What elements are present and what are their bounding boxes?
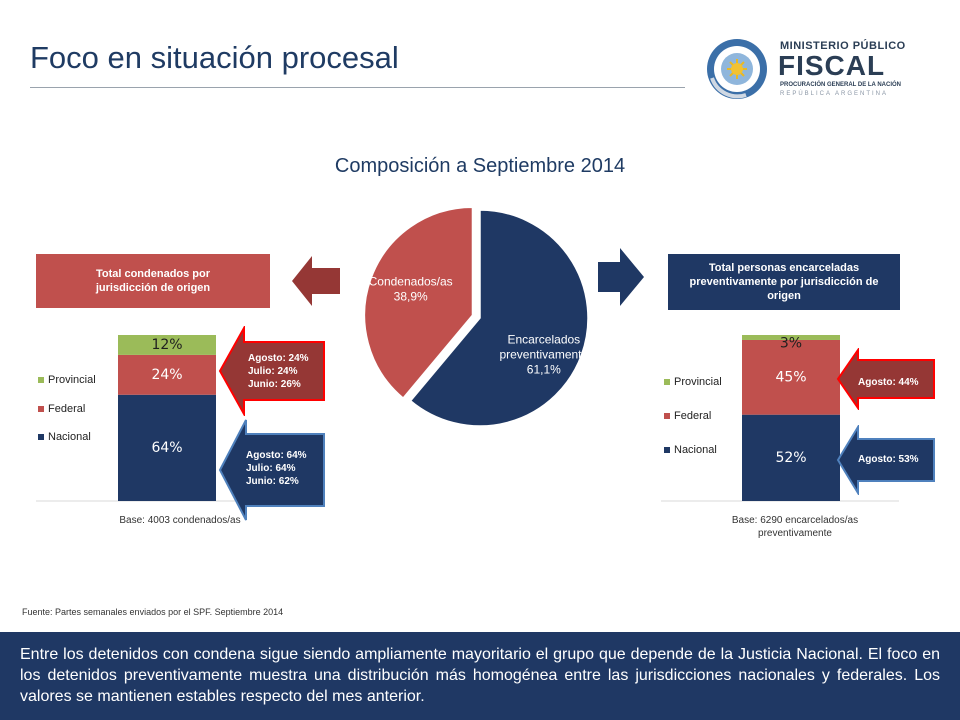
legend-item-provincial: Provincial (38, 374, 96, 386)
encarcelados-header-box: Total personas encarceladas preventivame… (668, 254, 900, 310)
source-note: Fuente: Partes semanales enviados por el… (22, 607, 284, 617)
page-title: Foco en situación procesal (30, 40, 399, 75)
pie-label-encarcelados: preventivamente (499, 347, 588, 361)
nacional-callout-arrow (218, 419, 325, 521)
bar-label-federal: 45% (775, 369, 806, 385)
bar-label-nacional: 52% (775, 450, 806, 466)
legend-item-federal: Federal (664, 410, 711, 422)
encarcelados-bar-chart: 52% 45% 3% (661, 335, 899, 502)
bar-label-provincial: 12% (151, 337, 182, 353)
condenados-bar-chart: 64% 24% 12% (36, 335, 274, 502)
nacional-callout-text: Agosto: 53% (858, 454, 919, 465)
left-arrow-icon (292, 256, 340, 306)
fiscal-logo: MINISTERIO PÚBLICO FISCAL PROCURACIÓN GE… (706, 38, 936, 102)
bar-segment-federal (118, 354, 216, 395)
bar-segment-provincial (742, 335, 840, 340)
nacional-callout-arrow (836, 425, 935, 495)
bar-segment-nacional (118, 394, 216, 501)
bar-label-nacional: 64% (151, 440, 182, 456)
footer-summary: Entre los detenidos con condena sigue si… (20, 646, 940, 705)
logo-text-procuracion: PROCURACIÓN GENERAL DE LA NACIÓN (780, 82, 902, 88)
sun-emblem-icon (707, 39, 767, 99)
bar-segment-provincial (118, 335, 216, 355)
federal-callout-text: Agosto: 44% (858, 377, 919, 388)
bar-label-provincial: 3% (780, 335, 802, 351)
encarcelados-base-label: Base: 6290 encarcelados/as preventivamen… (731, 515, 859, 539)
bar-segment-federal (742, 339, 840, 415)
legend-item-provincial: Provincial (664, 376, 722, 388)
pie-slice-condenados (363, 206, 474, 400)
logo-text-fiscal: FISCAL (778, 50, 886, 81)
bar-segment-nacional (742, 414, 840, 501)
title-divider (30, 87, 685, 88)
pie-label-encarcelados: Encarcelados (507, 332, 580, 346)
nacional-callout-text: Agosto: 64% Julio: 64% Junio: 62% (246, 450, 307, 487)
pie-label-encarcelados: 61,1% (527, 362, 561, 376)
logo-text-ministerio: MINISTERIO PÚBLICO (780, 40, 906, 52)
federal-callout-arrow (836, 348, 935, 410)
chart-title: Composición a Septiembre 2014 (334, 155, 626, 177)
condenados-base-label: Base: 4003 condenados/as (119, 515, 241, 526)
legend-item-nacional: Nacional (664, 444, 717, 456)
right-arrow-icon (598, 248, 644, 306)
pie-slice-encarcelados (409, 209, 589, 427)
logo-text-republica: REPÚBLICA ARGENTINA (780, 91, 889, 97)
pie-label-condenados: Condenados/as (369, 274, 453, 288)
bar-label-federal: 24% (151, 367, 182, 383)
legend-item-nacional: Nacional (38, 431, 91, 443)
pie-label-condenados: 38,9% (394, 289, 428, 303)
legend-item-federal: Federal (38, 403, 85, 415)
footer-band: Entre los detenidos con condena sigue si… (0, 632, 960, 720)
federal-callout-text: Agosto: 24% Julio: 24% Junio: 26% (248, 353, 309, 390)
condenados-header-box: Total condenados por jurisdicción de ori… (36, 254, 270, 308)
federal-callout-arrow (218, 326, 325, 416)
